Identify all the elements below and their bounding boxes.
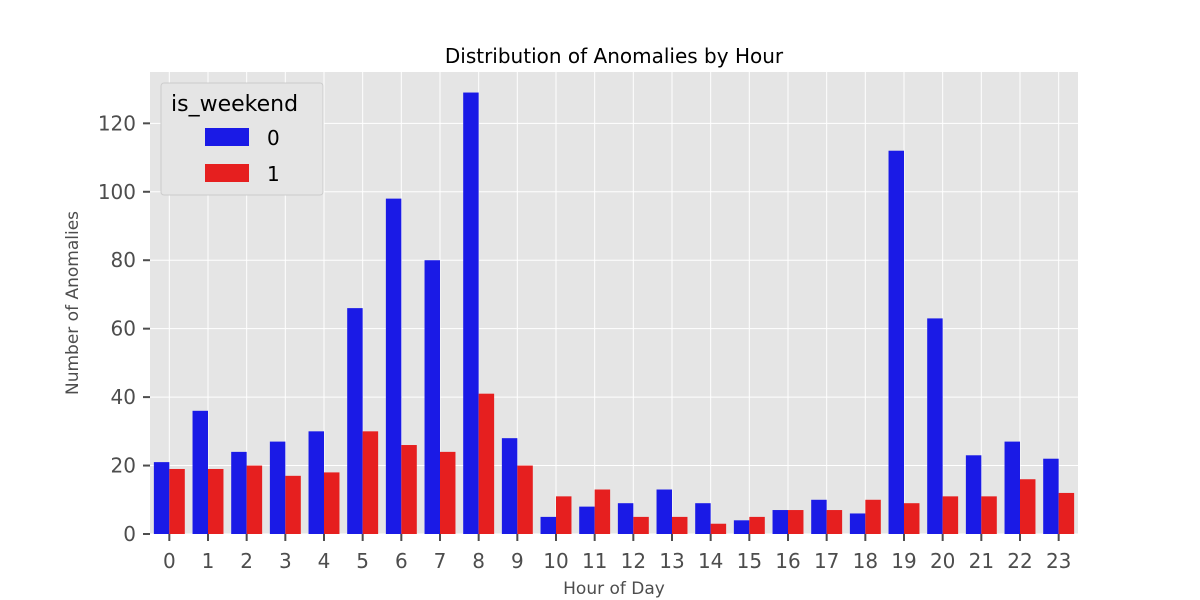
bar-is-weekend-0 xyxy=(811,499,827,534)
x-tick-label: 5 xyxy=(356,549,369,573)
bar-is-weekend-0 xyxy=(153,462,170,534)
x-tick-label: 15 xyxy=(737,549,762,573)
x-tick-label: 7 xyxy=(434,549,447,573)
x-tick-label: 18 xyxy=(853,549,878,573)
bar-is-weekend-0 xyxy=(888,150,904,534)
x-ticks: 0 1 2 3 4 5 6 7 8 9 10 11 12 13 14 15 16 17 18 19 20 21 22 23 xyxy=(163,534,1071,573)
x-tick-label: 14 xyxy=(698,549,723,573)
bar-is-weekend-0 xyxy=(501,438,518,534)
legend-title: is_weekend xyxy=(171,92,298,117)
bar-is-weekend-0 xyxy=(772,510,788,534)
bar-is-weekend-1 xyxy=(826,510,843,534)
y-axis-label: Number of Anomalies xyxy=(63,211,83,395)
bar-is-weekend-1 xyxy=(633,516,649,534)
y-tick-label: 100 xyxy=(98,180,136,204)
y-tick-label: 120 xyxy=(98,111,136,135)
x-tick-label: 3 xyxy=(279,549,292,573)
bar-is-weekend-1 xyxy=(749,516,765,534)
x-tick-label: 19 xyxy=(891,549,916,573)
legend-swatch xyxy=(205,128,249,146)
bar-is-weekend-1 xyxy=(362,431,379,534)
x-tick-label: 1 xyxy=(202,549,215,573)
x-axis-label: Hour of Day xyxy=(563,579,665,599)
y-tick-label: 60 xyxy=(111,317,136,341)
x-tick-label: 11 xyxy=(582,549,607,573)
bar-is-weekend-0 xyxy=(617,503,634,534)
bar-is-weekend-0 xyxy=(579,506,595,534)
x-tick-label: 21 xyxy=(969,549,994,573)
x-tick-label: 6 xyxy=(395,549,408,573)
bar-is-weekend-0 xyxy=(192,410,208,534)
bar-is-weekend-0 xyxy=(927,318,943,534)
y-tick-label: 0 xyxy=(123,522,136,546)
bar-is-weekend-0 xyxy=(695,503,711,534)
x-tick-label: 20 xyxy=(930,549,955,573)
bar-is-weekend-0 xyxy=(1004,441,1020,534)
legend: is_weekend 0 1 xyxy=(160,82,324,196)
bar-is-weekend-0 xyxy=(424,260,440,534)
bar-is-weekend-1 xyxy=(285,475,301,534)
bar-is-weekend-1 xyxy=(1020,479,1036,534)
y-ticks: 0 20 40 60 80 100 120 xyxy=(98,111,150,546)
bar-is-weekend-1 xyxy=(904,503,920,534)
bar-is-weekend-1 xyxy=(169,468,185,534)
bar-is-weekend-1 xyxy=(788,510,804,534)
x-tick-label: 0 xyxy=(163,549,176,573)
bar-is-weekend-0 xyxy=(965,455,982,534)
bar-is-weekend-0 xyxy=(849,513,866,534)
bar-is-weekend-0 xyxy=(269,441,286,534)
bar-is-weekend-1 xyxy=(246,465,263,534)
x-tick-label: 8 xyxy=(472,549,485,573)
x-tick-label: 2 xyxy=(240,549,253,573)
bar-is-weekend-0 xyxy=(1043,458,1059,534)
x-tick-label: 23 xyxy=(1046,549,1071,573)
y-tick-label: 40 xyxy=(111,385,136,409)
bar-is-weekend-1 xyxy=(594,489,611,534)
bar-is-weekend-1 xyxy=(401,445,417,534)
chart-title: Distribution of Anomalies by Hour xyxy=(445,44,784,68)
bar-is-weekend-0 xyxy=(463,92,479,535)
x-tick-label: 10 xyxy=(543,549,568,573)
bar-is-weekend-1 xyxy=(478,393,495,534)
legend-label: 1 xyxy=(267,162,280,186)
bar-is-weekend-1 xyxy=(556,496,572,534)
bar-is-weekend-1 xyxy=(1058,492,1075,534)
x-tick-label: 4 xyxy=(318,549,331,573)
bar-is-weekend-0 xyxy=(347,308,363,534)
bars xyxy=(153,92,1075,535)
bar-is-weekend-0 xyxy=(385,198,402,534)
x-tick-label: 13 xyxy=(659,549,684,573)
bar-is-weekend-1 xyxy=(324,472,340,534)
x-tick-label: 9 xyxy=(511,549,524,573)
x-tick-label: 12 xyxy=(621,549,646,573)
bar-is-weekend-1 xyxy=(865,499,881,534)
bar-is-weekend-0 xyxy=(656,489,672,534)
y-tick-label: 20 xyxy=(111,454,136,478)
bar-is-weekend-1 xyxy=(672,516,688,534)
bar-is-weekend-1 xyxy=(208,468,224,534)
bar-is-weekend-1 xyxy=(440,451,456,534)
bar-is-weekend-0 xyxy=(231,451,247,534)
x-tick-label: 22 xyxy=(1007,549,1032,573)
bar-is-weekend-0 xyxy=(308,431,324,534)
bar-is-weekend-1 xyxy=(710,523,727,534)
legend-label: 0 xyxy=(267,126,280,150)
bar-is-weekend-0 xyxy=(540,516,556,534)
legend-swatch xyxy=(205,164,249,182)
bar-is-weekend-1 xyxy=(517,465,533,534)
y-tick-label: 80 xyxy=(111,248,136,272)
x-tick-label: 17 xyxy=(814,549,839,573)
x-tick-label: 16 xyxy=(775,549,800,573)
bar-is-weekend-1 xyxy=(942,496,959,534)
bar-is-weekend-1 xyxy=(981,496,997,534)
bar-is-weekend-0 xyxy=(733,520,750,534)
